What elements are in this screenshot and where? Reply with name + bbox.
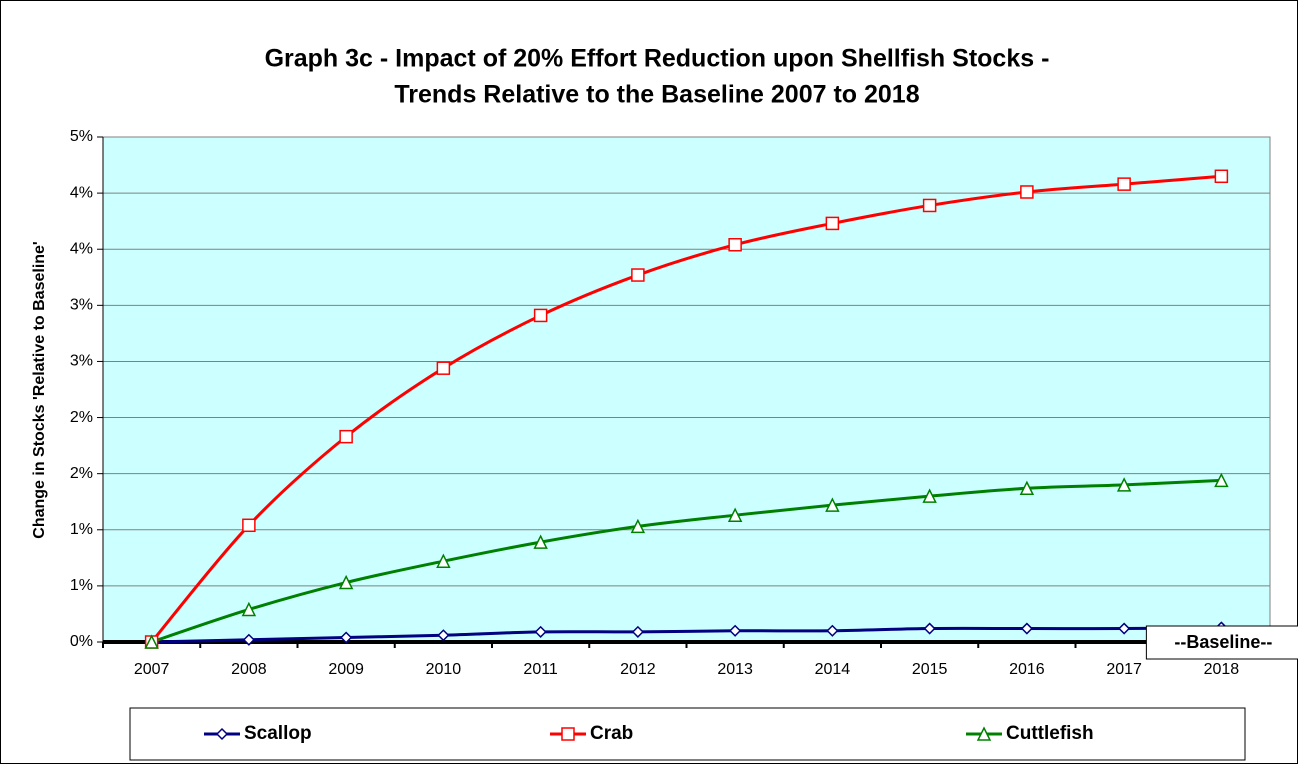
marker (534, 625, 547, 638)
y-tick-label: 2% (70, 409, 93, 426)
y-tick-label: 3% (70, 353, 93, 370)
marker (1117, 177, 1131, 191)
marker (242, 518, 256, 533)
marker (729, 624, 742, 637)
y-tick-label: 1% (70, 521, 93, 538)
legend-label: Scallop (244, 723, 312, 744)
x-tick-label: 2012 (620, 661, 656, 678)
marker (436, 361, 451, 375)
marker (144, 634, 159, 649)
x-tick-label: 2014 (815, 661, 851, 678)
marker (340, 631, 353, 644)
x-tick-label: 2007 (134, 661, 170, 678)
marker (338, 574, 354, 590)
marker (437, 629, 450, 642)
annotation: --Baseline-- (1174, 632, 1272, 652)
marker (1118, 622, 1131, 635)
marker (339, 429, 353, 444)
marker (436, 553, 451, 568)
y-tick-label: 1% (70, 577, 93, 594)
x-tick-label: 2017 (1106, 661, 1142, 678)
marker (826, 624, 839, 637)
y-tick-label: 0% (70, 633, 93, 650)
chart-subtitle: Trends Relative to the Baseline 2007 to … (394, 81, 919, 109)
y-tick-label: 4% (70, 184, 93, 201)
marker (631, 268, 645, 282)
x-tick-label: 2018 (1204, 661, 1240, 678)
x-tick-label: 2013 (717, 661, 753, 678)
marker (1214, 169, 1229, 184)
x-tick-label: 2016 (1009, 661, 1045, 678)
marker (561, 727, 575, 741)
y-tick-label: 4% (70, 240, 93, 257)
marker (728, 237, 742, 252)
legend-label: Crab (590, 723, 633, 744)
marker (922, 198, 937, 213)
marker (1214, 472, 1229, 488)
marker (825, 497, 840, 512)
legend-label: Cuttlefish (1006, 723, 1094, 744)
series-line (151, 478, 1222, 644)
marker (923, 622, 936, 635)
x-tick-label: 2008 (231, 661, 267, 678)
marker (631, 625, 644, 638)
x-tick-label: 2010 (426, 661, 462, 678)
marker (215, 727, 229, 741)
series-line (151, 625, 1222, 644)
plot-background (102, 136, 1271, 643)
annotation-box (1145, 625, 1298, 660)
y-tick-label: 3% (70, 297, 93, 314)
y-tick-label: 2% (70, 465, 93, 482)
y-axis-label: Change in Stocks 'Relative to Baseline' (31, 241, 48, 538)
x-tick-label: 2015 (912, 661, 948, 678)
legend-box (129, 707, 1246, 761)
marker (1019, 480, 1035, 496)
marker (1020, 185, 1034, 199)
marker (1116, 477, 1132, 492)
marker (533, 308, 548, 323)
chart-title: Graph 3c - Impact of 20% Effort Reductio… (265, 45, 1050, 73)
x-tick-label: 2011 (523, 661, 558, 678)
marker (241, 601, 257, 617)
marker (976, 726, 992, 741)
marker (1020, 622, 1033, 635)
marker (825, 216, 840, 231)
y-tick-label: 5% (70, 128, 93, 145)
marker (727, 507, 743, 522)
marker (630, 518, 646, 534)
marker (533, 534, 548, 549)
x-tick-label: 2009 (328, 661, 364, 678)
marker (242, 633, 255, 646)
marker (922, 488, 937, 503)
